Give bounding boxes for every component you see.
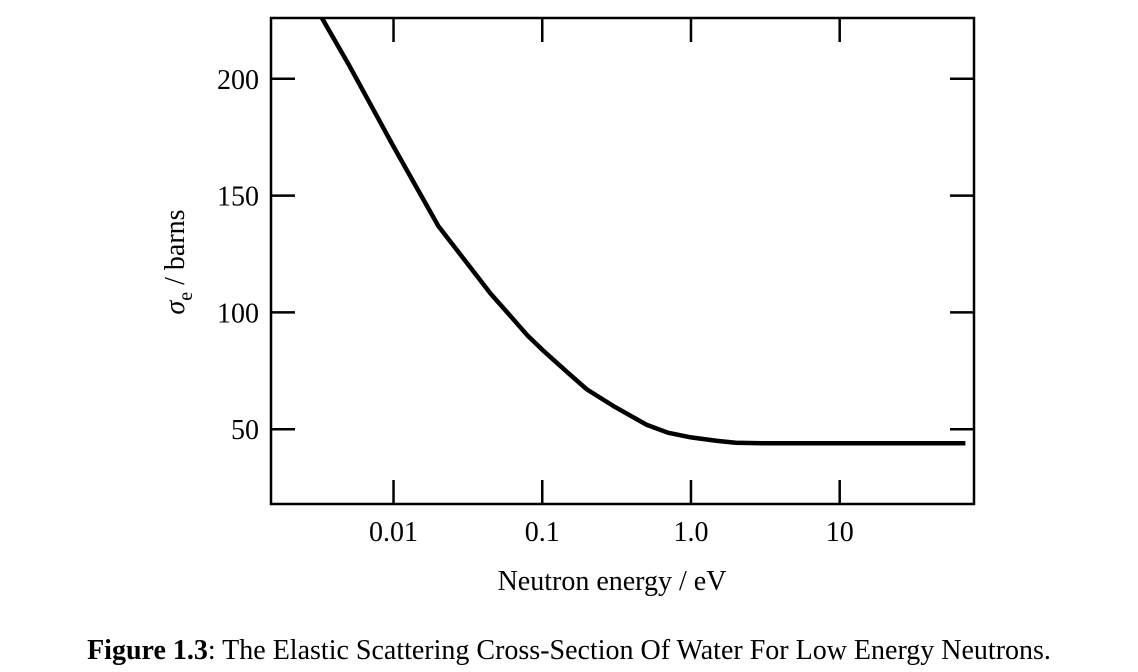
y-axis-subscript: e	[175, 292, 197, 301]
cross-section-curve	[319, 16, 966, 446]
y-axis-units: / barns	[160, 209, 191, 291]
figure-caption: Figure 1.3: The Elastic Scattering Cross…	[0, 634, 1138, 668]
x-tick-label: 10	[826, 517, 854, 548]
figure-number: Figure 1.3	[87, 635, 208, 666]
y-tick-label: 200	[217, 65, 259, 96]
x-tick-label: 0.1	[525, 517, 560, 548]
y-tick-label: 150	[217, 182, 259, 213]
x-axis-label: Neutron energy / eV	[498, 566, 727, 597]
x-tick-label: 1.0	[673, 517, 708, 548]
y-axis-symbol: σ	[160, 300, 191, 315]
ticks	[271, 18, 974, 504]
caption-text: The Elastic Scattering Cross-Section Of …	[222, 635, 1051, 666]
caption-separator: :	[207, 635, 223, 666]
tick-labels: 0.01 0.1 1.0 10 50 100 150 200	[217, 65, 854, 548]
y-axis-label: σe / barns	[160, 209, 197, 314]
x-tick-label: 0.01	[369, 517, 418, 548]
chart: 0.01 0.1 1.0 10 50 100 150 200 Neutron energy /…	[160, 16, 976, 597]
plot-frame	[269, 16, 976, 506]
y-tick-label: 100	[217, 298, 259, 329]
y-tick-label: 50	[231, 415, 259, 446]
